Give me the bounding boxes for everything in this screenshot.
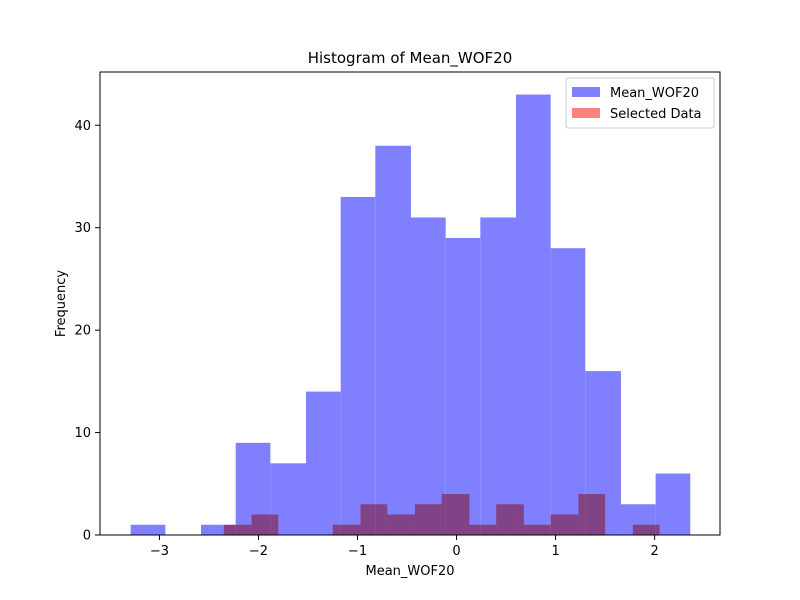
legend-label-mean-wof20: Mean_WOF20 <box>610 86 699 101</box>
y-tick-label: 30 <box>74 221 91 236</box>
bar-mean-wof20-5 <box>306 391 341 535</box>
bar-selected-data-9 <box>469 524 497 535</box>
bar-selected-data-6 <box>387 514 415 535</box>
bar-selected-data-11 <box>523 524 551 535</box>
y-tick-label: 20 <box>74 324 91 339</box>
y-axis-ticks: 0 10 20 30 40 <box>74 119 100 544</box>
bar-selected-data-12 <box>550 514 579 535</box>
bar-mean-wof20-15 <box>655 473 691 535</box>
x-axis-ticks: −3 −2 −1 0 1 2 <box>150 535 659 559</box>
x-tick-label: −3 <box>150 544 169 559</box>
axes-layer <box>99 71 721 536</box>
bar-selected-data-10 <box>496 504 524 535</box>
y-tick-label: 10 <box>74 426 91 441</box>
chart-title: Histogram of Mean_WOF20 <box>308 49 513 68</box>
y-tick-label: 40 <box>74 119 91 134</box>
bar-mean-wof20-9 <box>445 237 481 535</box>
bar-mean-wof20-7 <box>375 145 411 536</box>
bar-selected-data-5 <box>360 504 388 535</box>
legend-box <box>565 77 715 129</box>
bar-selected-data-8 <box>441 494 470 535</box>
bar-mean-wof20-8 <box>410 217 446 535</box>
legend-swatch-mean-wof20 <box>572 87 600 97</box>
axes-frame <box>99 71 721 536</box>
legend-label-selected-data: Selected Data <box>610 107 702 122</box>
bar-mean-wof20-11 <box>515 94 551 535</box>
y-axis-label: Frequency <box>54 270 69 337</box>
bar-selected-data-0 <box>223 524 252 535</box>
x-tick-label: −1 <box>348 544 367 559</box>
y-tick-label: 0 <box>83 529 91 544</box>
legend: Mean_WOF20 Selected Data <box>565 77 715 129</box>
bar-selected-data-4 <box>332 524 361 535</box>
bar-mean-wof20-0 <box>130 524 166 535</box>
bars-layer <box>130 94 691 536</box>
legend-swatch-selected-data <box>572 108 600 118</box>
bar-selected-data-1 <box>251 514 279 535</box>
x-tick-label: 1 <box>551 544 559 559</box>
x-axis-label: Mean_WOF20 <box>365 564 454 579</box>
bar-mean-wof20-10 <box>480 217 516 535</box>
x-tick-label: 2 <box>650 544 658 559</box>
bar-mean-wof20-12 <box>550 248 586 535</box>
bar-mean-wof20-2 <box>201 524 236 535</box>
bar-selected-data-15 <box>632 524 660 535</box>
bar-mean-wof20-6 <box>340 196 376 535</box>
bar-selected-data-7 <box>414 504 442 535</box>
x-tick-label: 0 <box>452 544 460 559</box>
bar-selected-data-13 <box>578 494 606 535</box>
x-tick-label: −2 <box>249 544 268 559</box>
